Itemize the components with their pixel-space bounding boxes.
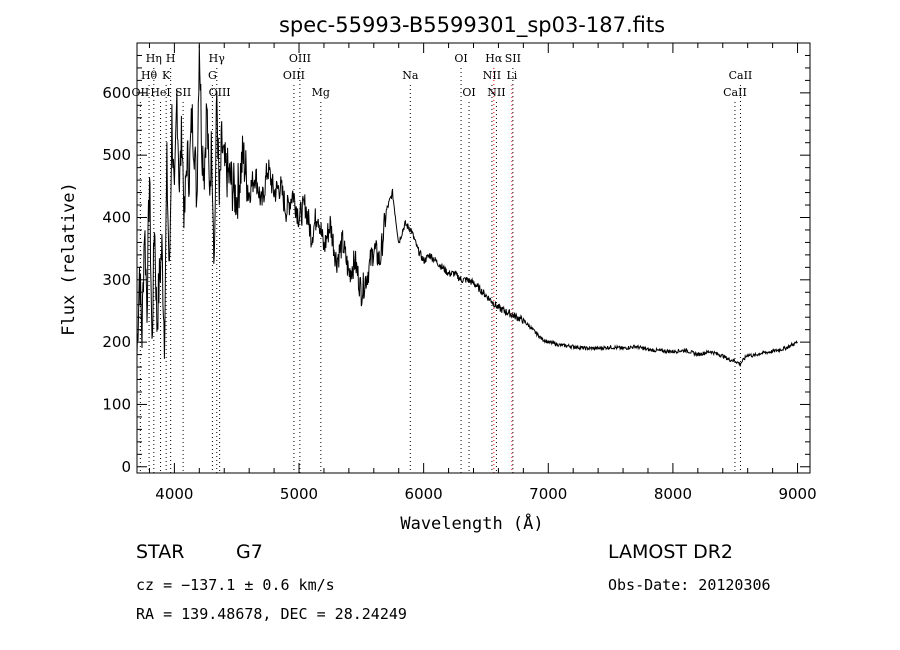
survey-name: LAMOST DR2 — [608, 541, 733, 563]
line-marker-label: OIII — [209, 86, 231, 99]
line-marker-label: Hα — [485, 52, 503, 65]
y-tick-label: 500 — [102, 146, 131, 164]
line-marker-label: G — [208, 69, 217, 82]
plot-frame — [136, 42, 811, 474]
line-marker-label: NII — [487, 86, 505, 99]
redshift-readout: cz = −137.1 ± 0.6 km/s — [136, 576, 335, 594]
line-marker-label: Hγ — [209, 52, 226, 65]
y-tick-label: 100 — [102, 395, 131, 413]
chart-title: spec-55993-B5599301_sp03-187.fits — [279, 13, 665, 38]
y-tick-label: 300 — [102, 271, 131, 289]
object-class: STAR — [136, 541, 185, 563]
y-tick-label: 400 — [102, 208, 131, 226]
x-tick-label: 6000 — [405, 485, 443, 503]
spectrum-series-line — [136, 44, 798, 368]
line-marker-label: Mg — [312, 86, 330, 99]
y-tick-label: 600 — [102, 84, 131, 102]
line-marker-label: CaII — [723, 86, 747, 99]
object-subclass: G7 — [236, 541, 263, 563]
line-marker-label: SII — [505, 52, 521, 65]
observation-date: Obs-Date: 20120306 — [608, 576, 771, 594]
line-marker-label: HeI — [150, 86, 170, 99]
axis-ticks: 4000 5000 6000 7000 8000 9000 0 100 200 300 400 500… — [102, 43, 817, 503]
line-marker-label: CaII — [729, 69, 753, 82]
line-marker-label: OIII — [283, 69, 305, 82]
line-marker-label: Hη — [146, 52, 162, 65]
line-marker-label: OI — [454, 52, 467, 65]
y-tick-label: 200 — [102, 333, 131, 351]
line-marker-label: Na — [402, 69, 419, 82]
x-axis-label: Wavelength (Å) — [400, 512, 543, 534]
line-marker-label: H — [166, 52, 176, 65]
coordinates-readout: RA = 139.48678, DEC = 28.24249 — [136, 605, 407, 623]
y-tick-label: 0 — [121, 458, 131, 476]
line-marker-label: OI — [462, 86, 475, 99]
line-marker-label: NII — [483, 69, 501, 82]
x-tick-label: 4000 — [155, 485, 193, 503]
line-marker-label: SII — [175, 86, 191, 99]
line-marker-label: Li — [506, 69, 517, 82]
line-marker-label: OIII — [289, 52, 311, 65]
x-tick-label: 7000 — [529, 485, 567, 503]
x-tick-label: 8000 — [654, 485, 692, 503]
y-axis-label: Flux (relative) — [59, 182, 79, 336]
line-marker-label: K — [162, 69, 171, 82]
x-tick-label: 5000 — [280, 485, 318, 503]
line-marker-label: Hθ — [141, 69, 158, 82]
x-tick-label: 9000 — [778, 485, 816, 503]
